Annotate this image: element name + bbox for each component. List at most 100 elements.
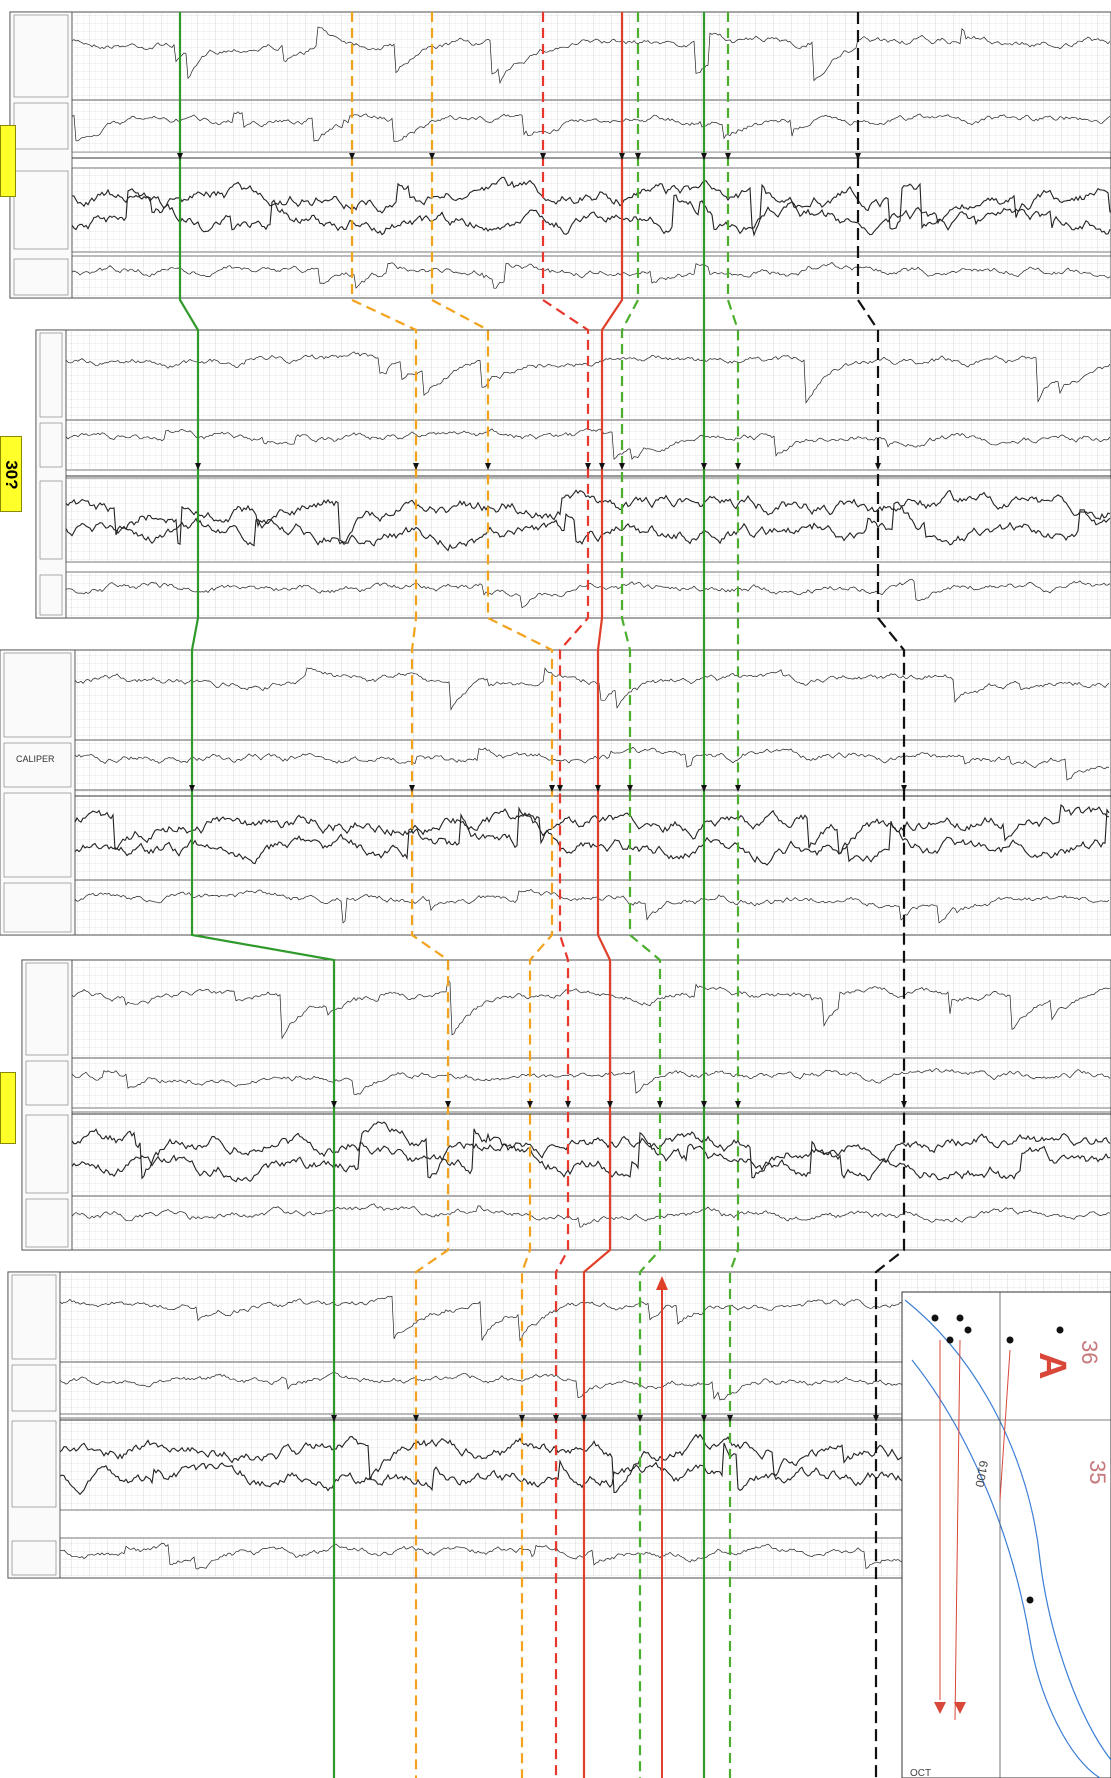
log-track-grid [75, 880, 1111, 935]
marker-arrow [485, 463, 491, 470]
correlation-line-9 [856, 12, 906, 1778]
map-contour-line [904, 1299, 1111, 1761]
marker-arrow [619, 153, 625, 160]
marker-arrow [565, 1101, 571, 1108]
marker-arrow [599, 463, 605, 470]
log-curve [71, 183, 1111, 236]
track-header-box [39, 480, 63, 560]
map-section-number: 35 [1085, 1460, 1110, 1484]
marker-arrow [701, 153, 707, 160]
map-contour-label: 6100 [972, 1459, 990, 1488]
log-panel-2 [35, 329, 1111, 619]
correlation-line-6 [620, 12, 662, 1778]
track-header-box [3, 652, 72, 738]
marker-arrow [619, 463, 625, 470]
marker-arrow [331, 1415, 337, 1422]
track-header-box [39, 422, 63, 468]
track-header-box [3, 792, 72, 878]
marker-arrow [901, 1101, 907, 1108]
marker-arrow [595, 785, 601, 792]
panel-header-column [7, 1271, 61, 1579]
log-curve [71, 111, 1111, 142]
marker-arrow [607, 1101, 613, 1108]
log-track-grid [66, 572, 1111, 618]
log-track-grid [75, 790, 1111, 880]
log-track-grid [72, 12, 1111, 100]
correlation-line-1 [178, 12, 336, 1778]
marker-arrow [553, 1415, 559, 1422]
log-curve [74, 667, 1110, 711]
marker-arrow [527, 1101, 533, 1108]
log-track-grid [72, 1196, 1111, 1250]
correlation-line-4 [541, 12, 590, 1778]
map-well-path [954, 1339, 961, 1721]
correlation-lines [177, 12, 907, 1778]
map-well-point [1026, 1596, 1034, 1604]
well-tag-label: 30? [2, 460, 21, 490]
well-tag-1 [0, 125, 16, 197]
log-track-grid [72, 1112, 1111, 1196]
map-contour-line [911, 1359, 1101, 1778]
map-well-point [946, 1336, 954, 1344]
log-curve [71, 1068, 1111, 1095]
marker-arrow [413, 463, 419, 470]
log-panel-4 [21, 959, 1111, 1251]
marker-arrow [585, 463, 591, 470]
log-curve [74, 803, 1110, 855]
well-tag-3 [0, 1072, 16, 1144]
map-well-point [964, 1326, 972, 1334]
map-well-point [1056, 1326, 1064, 1334]
marker-arrow [637, 1415, 643, 1422]
panel-header-column [9, 11, 73, 299]
marker-arrow [409, 785, 415, 792]
log-curve [71, 1121, 1111, 1180]
track-header-box [11, 1274, 57, 1360]
marker-arrow [189, 785, 195, 792]
log-curve [74, 806, 1110, 866]
log-track-grid [72, 960, 1111, 1058]
marker-arrow [701, 1415, 707, 1422]
log-curve [71, 1203, 1111, 1228]
map-well-point [931, 1314, 939, 1322]
log-curve [71, 978, 1111, 1040]
correlation-line-5 [582, 12, 624, 1778]
log-panel-1 [9, 11, 1111, 299]
map-inset: A 36 35 6100 OCT [901, 1291, 1111, 1778]
track-header-box [25, 1060, 69, 1106]
log-curve [71, 261, 1111, 289]
marker-arrow [331, 1101, 337, 1108]
marker-arrow [735, 1101, 741, 1108]
marker-arrow [519, 1415, 525, 1422]
log-curve [74, 746, 1110, 781]
map-section-number: 36 [1077, 1340, 1102, 1364]
correlation-line-3 [430, 12, 554, 1778]
log-track-grid [72, 168, 1111, 252]
marker-arrow [195, 463, 201, 470]
track-header-box [25, 1114, 69, 1194]
track-header-box [3, 742, 72, 788]
track-header-box [11, 1364, 57, 1412]
log-track-grid [75, 740, 1111, 790]
well-tag-2: 30? [0, 436, 22, 512]
marker-arrow [701, 463, 707, 470]
marker-arrow [875, 463, 881, 470]
track-header-box [11, 1540, 57, 1576]
marker-arrow [177, 153, 183, 160]
marker-arrow [549, 785, 555, 792]
marker-arrow [581, 1415, 587, 1422]
correlation-line-8 [726, 12, 740, 1778]
track-header-box [13, 170, 69, 250]
log-track-grid [75, 650, 1111, 740]
marker-arrow [557, 785, 563, 792]
track-header-box [39, 574, 63, 616]
map-well-path [999, 1349, 1011, 1501]
marker-arrow [540, 153, 546, 160]
marker-arrow [873, 1415, 879, 1422]
map-well-arrow [954, 1702, 966, 1714]
marker-arrow [735, 785, 741, 792]
log-curve [71, 1128, 1111, 1183]
marker-arrow [727, 1415, 733, 1422]
marker-arrow [429, 153, 435, 160]
log-curve [71, 26, 1111, 85]
marker-arrow [701, 1101, 707, 1108]
